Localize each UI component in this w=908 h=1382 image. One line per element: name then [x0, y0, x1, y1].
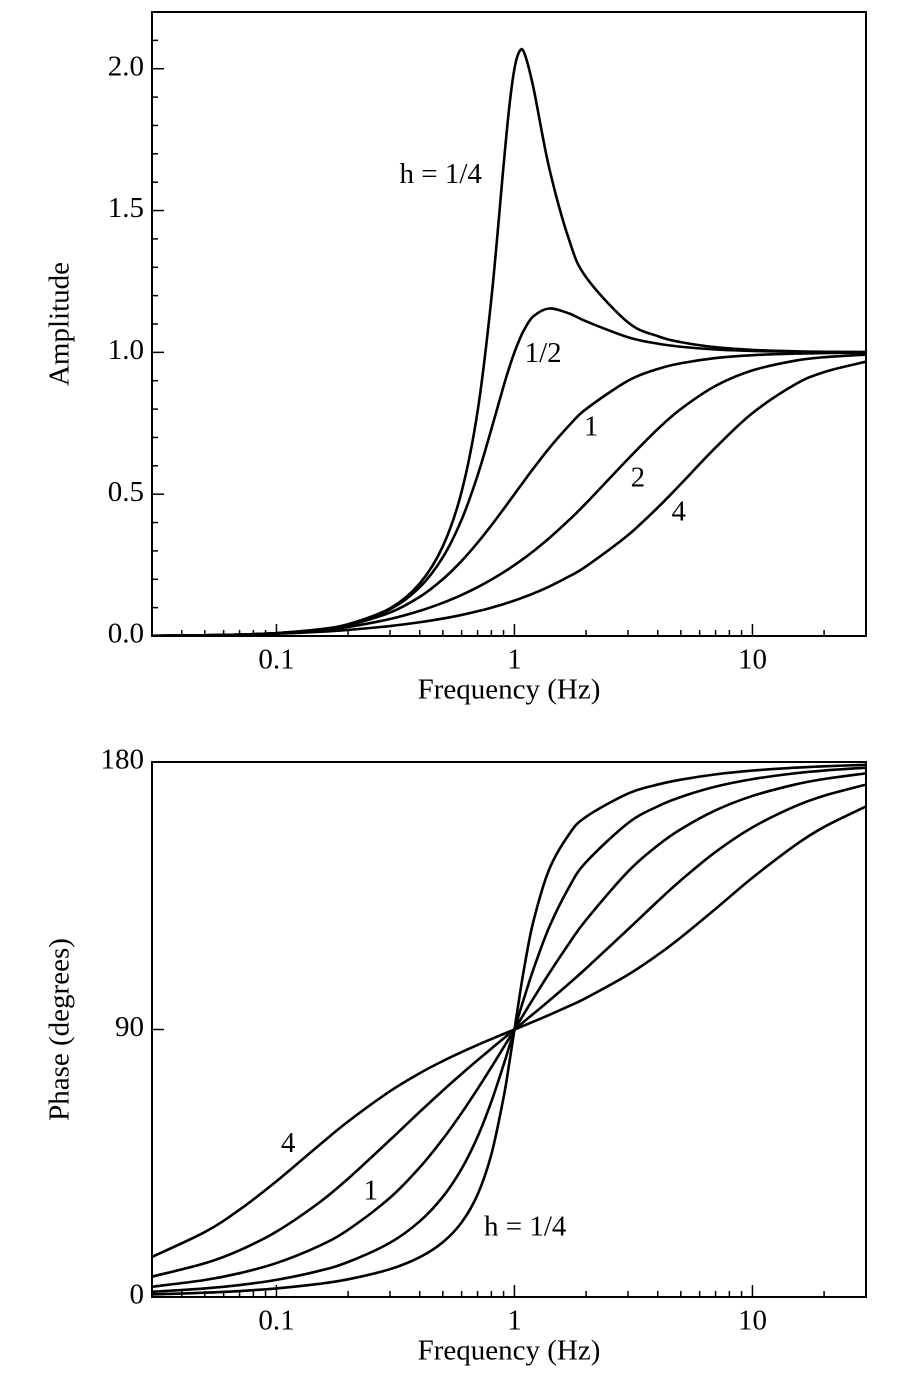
x-tick-label: 1: [507, 644, 522, 676]
x-tick-label: 0.1: [258, 644, 294, 676]
y-tick-label: 1.0: [108, 334, 144, 366]
curve-label: h = 1/4: [400, 158, 483, 190]
curve: [152, 805, 866, 1259]
y-tick-label: 1.5: [108, 192, 144, 224]
curve: [152, 353, 866, 636]
y-tick-label: 90: [115, 1011, 144, 1043]
y-tick-label: 0.0: [108, 618, 144, 650]
curve: [152, 351, 866, 636]
curve: [152, 360, 866, 636]
x-tick-label: 10: [738, 644, 767, 676]
curve-label: h = 1/4: [484, 1210, 567, 1242]
plot-area: [152, 763, 866, 1296]
x-tick-label: 10: [738, 1305, 767, 1337]
x-tick-label: 1: [507, 1305, 522, 1337]
curve: [152, 47, 866, 636]
curve-label: 2: [631, 462, 646, 494]
curve: [152, 307, 866, 636]
y-tick-label: 180: [101, 744, 145, 776]
y-tick-label: 2.0: [108, 50, 144, 82]
y-tick-label: 0.5: [108, 476, 144, 508]
curve-label: 1: [584, 411, 599, 443]
x-tick-label: 0.1: [258, 1305, 294, 1337]
curve-label: 1: [363, 1175, 378, 1207]
panel: 0.1 1 10 0 90 180 Frequency (Hz) Phase (degrees…: [44, 744, 867, 1367]
panel: 0.1 1 10 0.0 0.5 1.0 1.5 2.0 Frequency (Hz) Ampli…: [44, 11, 867, 706]
y-axis-label: Phase (degrees): [44, 938, 76, 1121]
y-axis-label: Amplitude: [44, 262, 76, 386]
curve-label: 4: [671, 496, 686, 528]
x-axis-label: Frequency (Hz): [418, 674, 601, 706]
plot-area: [152, 47, 866, 636]
x-axis-label: Frequency (Hz): [418, 1335, 601, 1367]
y-tick-label: 0: [130, 1279, 145, 1311]
curve-label: 1/2: [525, 337, 562, 369]
curve-label: 4: [281, 1127, 296, 1159]
